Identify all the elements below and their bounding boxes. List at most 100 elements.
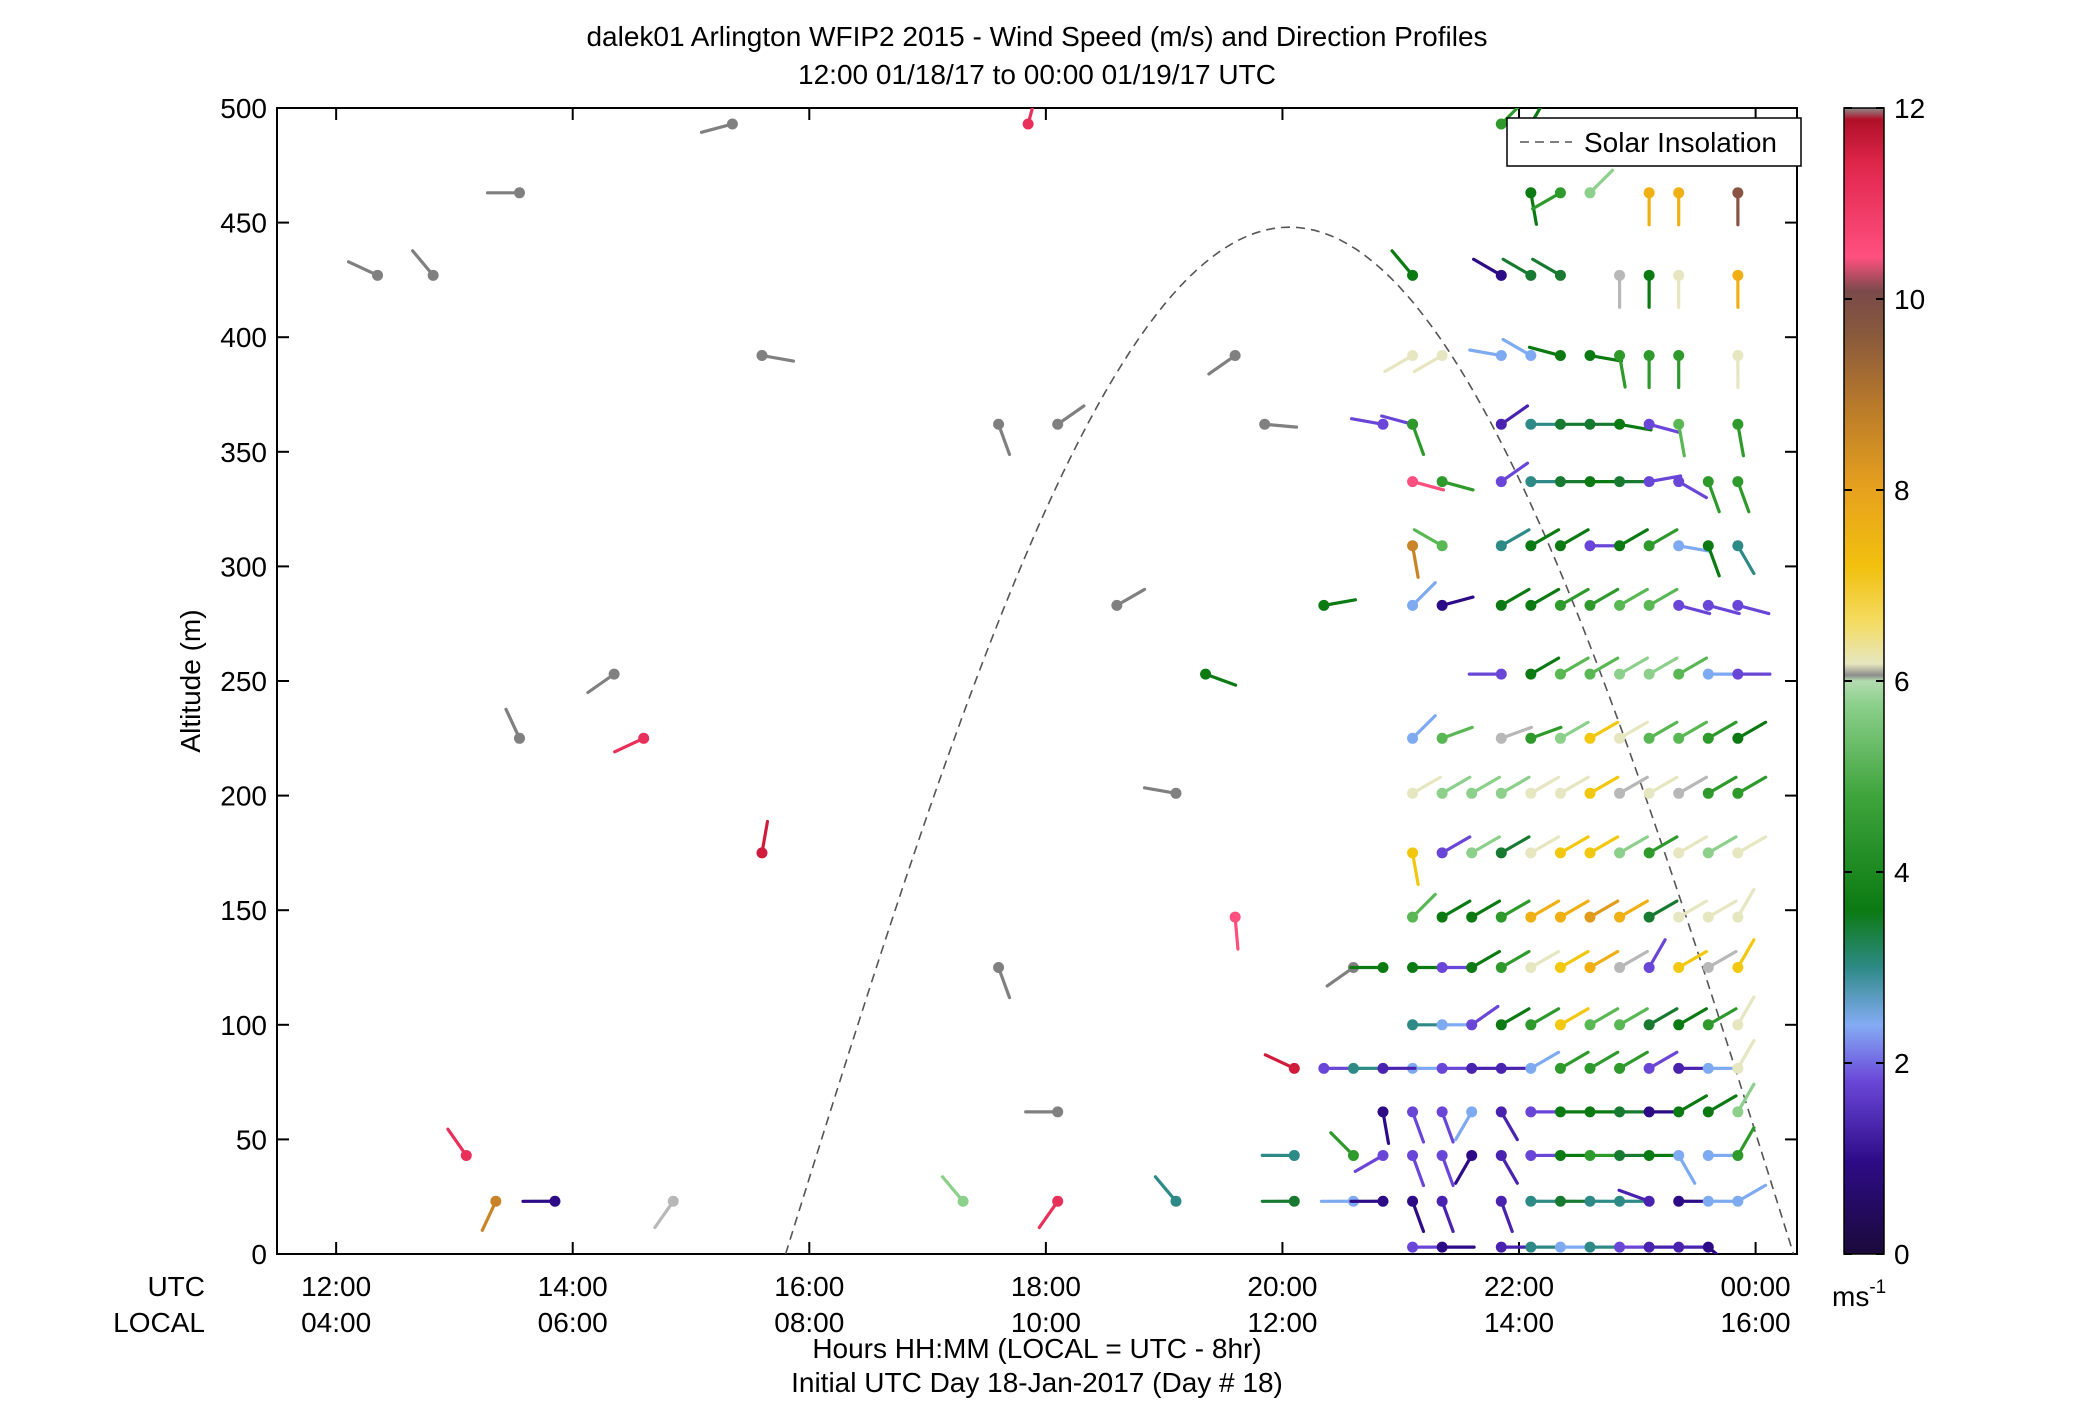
wind-barb-dot bbox=[1318, 599, 1330, 611]
wind-barb-dot bbox=[1554, 476, 1566, 488]
wind-barb-dot bbox=[1643, 847, 1655, 859]
y-axis-label: Altitude (m) bbox=[175, 609, 206, 752]
wind-barb-dot bbox=[1170, 787, 1182, 799]
wind-barb-dot bbox=[1466, 1062, 1478, 1074]
wind-barb-dot bbox=[1584, 540, 1596, 552]
wind-barb-dot bbox=[1525, 1195, 1537, 1207]
wind-barb-dot bbox=[1614, 540, 1626, 552]
x-tick-label-utc: 16:00 bbox=[774, 1271, 844, 1302]
wind-barb-dot bbox=[1702, 1149, 1714, 1161]
wind-barb-dot bbox=[1702, 668, 1714, 680]
wind-barb-dot bbox=[993, 962, 1005, 973]
wind-barb-dot bbox=[1495, 668, 1507, 680]
wind-barb-dot bbox=[1495, 1195, 1507, 1207]
wind-barb-dot bbox=[1407, 787, 1419, 799]
wind-barb-dot bbox=[1673, 962, 1685, 973]
wind-barb-dot bbox=[1347, 1149, 1359, 1161]
wind-barb-dot bbox=[1614, 787, 1626, 799]
wind-barb-dot bbox=[1436, 847, 1448, 859]
wind-barb-dot bbox=[1702, 540, 1714, 552]
wind-barb-dot bbox=[1525, 599, 1537, 611]
wind-barb-dot bbox=[1614, 1019, 1626, 1031]
wind-barb-dot bbox=[1525, 187, 1537, 199]
wind-barb-dot bbox=[1436, 1019, 1448, 1031]
wind-barb-dot bbox=[1614, 732, 1626, 744]
colorbar-tick-label: 12 bbox=[1894, 93, 1925, 124]
wind-barb-dot bbox=[1584, 962, 1596, 973]
wind-barb-dot bbox=[1702, 732, 1714, 744]
wind-barb-dot bbox=[1407, 847, 1419, 859]
wind-barb-dot bbox=[1436, 962, 1448, 973]
x-tick-label-utc: 20:00 bbox=[1247, 1271, 1317, 1302]
wind-barb-dot bbox=[1525, 1149, 1537, 1161]
wind-barb-dot bbox=[1554, 732, 1566, 744]
wind-barb-dot bbox=[1614, 1062, 1626, 1074]
wind-barb-dot bbox=[1643, 732, 1655, 744]
wind-barb-dot bbox=[1111, 599, 1123, 611]
wind-barb-dot bbox=[1554, 350, 1566, 362]
chart-subtitle: 12:00 01/18/17 to 00:00 01/19/17 UTC bbox=[798, 59, 1276, 90]
wind-barb-dot bbox=[1407, 1149, 1419, 1161]
wind-barb-dot bbox=[1436, 540, 1448, 552]
local-row-label: LOCAL bbox=[113, 1307, 205, 1338]
wind-barb-dot bbox=[1525, 1062, 1537, 1074]
wind-barb-dot bbox=[1732, 732, 1744, 744]
wind-barb-dot bbox=[1732, 1195, 1744, 1207]
wind-barb-dot bbox=[1702, 1062, 1714, 1074]
wind-barb-dot bbox=[1673, 1106, 1685, 1118]
x-axis-label: Hours HH:MM (LOCAL = UTC - 8hr) bbox=[812, 1333, 1261, 1364]
y-axis: 0 50 100 150 200 250 300 350 400 450 500 bbox=[220, 93, 1797, 1270]
wind-barb-dot bbox=[1614, 418, 1626, 430]
wind-barb-dot bbox=[1525, 787, 1537, 799]
wind-barb-dot bbox=[1732, 418, 1744, 430]
x-tick-label-utc: 14:00 bbox=[538, 1271, 608, 1302]
wind-barb-dot bbox=[1466, 1019, 1478, 1031]
wind-barb-dot bbox=[1673, 1019, 1685, 1031]
wind-barb-dot bbox=[1614, 1106, 1626, 1118]
wind-barb-dot bbox=[1436, 1062, 1448, 1074]
wind-barb-dot bbox=[1673, 540, 1685, 552]
utc-row-label: UTC bbox=[147, 1271, 205, 1302]
legend: Solar Insolation bbox=[1506, 117, 1802, 167]
colorbar-tick-label: 6 bbox=[1894, 666, 1910, 697]
wind-barb-dot bbox=[1614, 1241, 1626, 1253]
y-tick-label: 350 bbox=[220, 437, 267, 468]
wind-barb-dot bbox=[1643, 1195, 1655, 1207]
wind-barb-dot bbox=[1732, 668, 1744, 680]
x-tick-label-local: 04:00 bbox=[301, 1307, 371, 1338]
wind-barb-dot bbox=[1554, 540, 1566, 552]
wind-barb-dot bbox=[1702, 787, 1714, 799]
wind-barb-dot bbox=[1495, 269, 1507, 281]
wind-barb-dot bbox=[549, 1195, 561, 1207]
wind-barb-dot bbox=[1673, 599, 1685, 611]
wind-barb-dot bbox=[1436, 350, 1448, 362]
wind-barb-dot bbox=[1643, 668, 1655, 680]
wind-barb-dot bbox=[1288, 1149, 1300, 1161]
wind-barb-dot bbox=[1584, 732, 1596, 744]
wind-barb-dot bbox=[1407, 599, 1419, 611]
wind-barb-dot bbox=[1554, 1149, 1566, 1161]
wind-barb-dot bbox=[1673, 350, 1685, 362]
x-tick-label-utc: 22:00 bbox=[1484, 1271, 1554, 1302]
wind-barb-dot bbox=[1407, 1241, 1419, 1253]
x-tick-label-local: 14:00 bbox=[1484, 1307, 1554, 1338]
wind-barb-dot bbox=[1495, 1019, 1507, 1031]
wind-barb-dot bbox=[1436, 1241, 1448, 1253]
wind-barbs bbox=[346, 108, 1772, 1254]
wind-barb-dot bbox=[1466, 1149, 1478, 1161]
wind-barb-dot bbox=[372, 269, 384, 281]
wind-barb-dot bbox=[1732, 187, 1744, 199]
wind-barb-dot bbox=[1584, 1062, 1596, 1074]
wind-barb-dot bbox=[1554, 962, 1566, 973]
wind-barb-dot bbox=[1495, 1241, 1507, 1253]
wind-barb-dot bbox=[1436, 1149, 1448, 1161]
wind-barb-dot bbox=[1377, 1195, 1389, 1207]
wind-barb-dot bbox=[1614, 269, 1626, 281]
wind-barb-dot bbox=[1614, 911, 1626, 923]
wind-barb-dot bbox=[1614, 1195, 1626, 1207]
wind-barb-dot bbox=[1732, 911, 1744, 923]
wind-barb-dot bbox=[1732, 476, 1744, 488]
wind-barb-dot bbox=[1554, 847, 1566, 859]
wind-barb-dot bbox=[1407, 1106, 1419, 1118]
